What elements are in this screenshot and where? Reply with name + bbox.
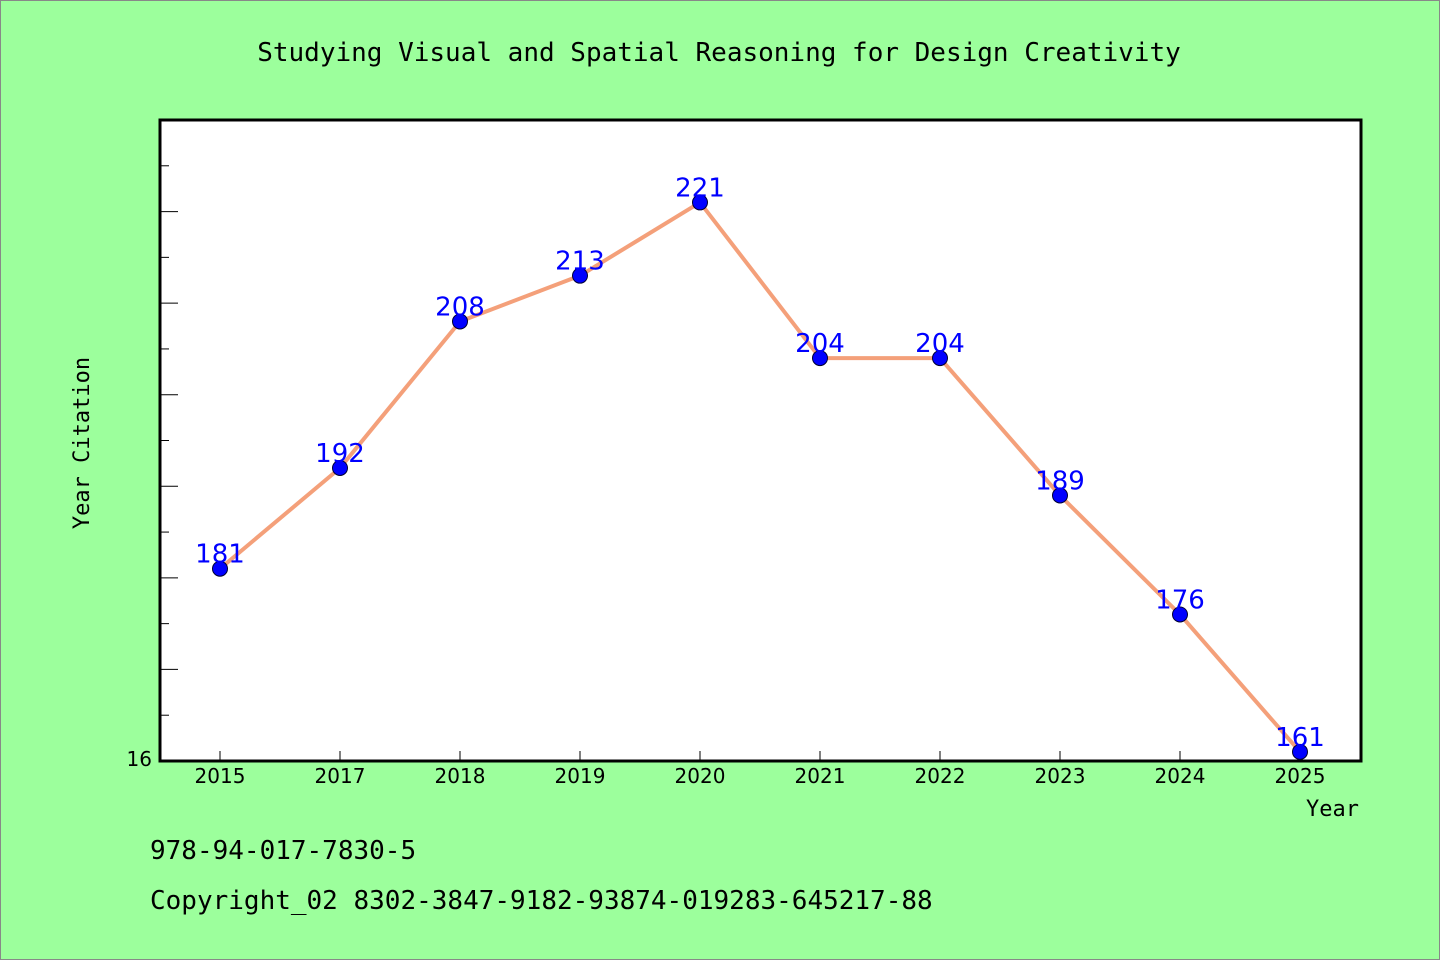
x-tick-label: 2021 [795,764,846,788]
copyright-text: Copyright_02 8302-3847-9182-93874-019283… [150,886,933,916]
data-point [452,313,468,330]
x-tick-label: 2020 [675,764,726,788]
series-line-group [218,200,1302,754]
y-axis-title: Year Citation [70,357,95,529]
data-point [572,267,588,284]
x-tick-label: 2022 [915,764,966,788]
data-label: 161 [1275,723,1325,753]
data-point [812,350,828,367]
data-point [1292,743,1308,760]
data-point [1172,606,1188,623]
x-tick-label: 2024 [1155,764,1206,788]
data-points [212,194,1308,760]
data-point [212,560,228,577]
data-point [1052,487,1068,504]
x-tick-label: 2025 [1275,764,1326,788]
data-label: 208 [435,292,485,322]
x-tick-label: 2019 [555,764,606,788]
y-axis-ticks [160,165,178,716]
x-axis-title: Year [1306,797,1359,822]
data-label: 213 [555,247,605,277]
data-label: 181 [195,540,245,570]
data-point [332,459,348,476]
data-label: 192 [315,439,365,469]
x-axis-tick-labels: 2015 2017 2018 2019 2020 2021 2022 2023 2024 2025 [195,764,1326,788]
x-tick-label: 2015 [195,764,246,788]
x-tick-label: 2017 [315,764,366,788]
x-tick-label: 2023 [1035,764,1086,788]
series-line [218,200,1302,754]
x-tick-label: 2018 [435,764,486,788]
x-axis-ticks [219,751,1301,761]
data-label: 204 [915,329,965,359]
data-label: 189 [1035,466,1085,496]
data-point [692,194,708,211]
data-label: 204 [795,329,845,359]
data-labels: 181 192 208 213 221 204 204 189 176 161 [195,173,1325,752]
y-origin-label: 16 [127,747,152,771]
isbn-text: 978-94-017-7830-5 [150,836,417,866]
data-point [932,350,948,367]
data-label: 176 [1155,585,1205,615]
chart-title: Studying Visual and Spatial Reasoning fo… [257,38,1181,68]
data-label: 221 [675,173,725,203]
